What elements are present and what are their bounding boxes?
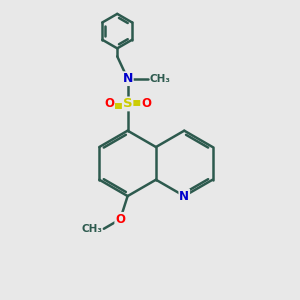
Text: CH₃: CH₃ <box>81 224 102 234</box>
Text: N: N <box>122 72 133 85</box>
Text: CH₃: CH₃ <box>150 74 171 84</box>
Text: S: S <box>123 98 132 110</box>
Text: O: O <box>141 98 151 110</box>
Text: O: O <box>115 213 125 226</box>
Text: O: O <box>104 98 114 110</box>
Text: N: N <box>179 190 189 202</box>
